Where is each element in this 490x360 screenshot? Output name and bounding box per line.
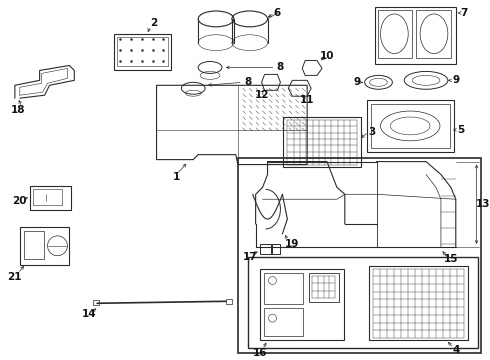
Bar (367, 100, 454, 152)
Bar (117, 37, 169, 67)
Bar (248, 257, 478, 348)
Text: 17: 17 (243, 252, 257, 262)
Text: 18: 18 (11, 105, 25, 115)
Bar (20, 227, 70, 265)
Text: 11: 11 (300, 95, 315, 105)
Text: 5: 5 (457, 125, 465, 135)
Text: 2: 2 (150, 18, 157, 28)
Bar (309, 273, 339, 302)
Bar (260, 269, 344, 340)
Text: 13: 13 (476, 199, 490, 209)
Bar (30, 186, 72, 210)
Text: 8: 8 (244, 77, 251, 87)
Text: 10: 10 (320, 50, 334, 60)
Text: 19: 19 (285, 239, 299, 249)
Text: 3: 3 (368, 127, 375, 137)
Bar (377, 10, 412, 58)
Bar (283, 117, 361, 167)
Text: 4: 4 (452, 345, 460, 355)
Bar (264, 273, 303, 304)
Bar (368, 266, 467, 340)
Bar (374, 7, 456, 64)
Text: 12: 12 (254, 90, 269, 100)
Bar (264, 308, 303, 336)
Bar (272, 244, 280, 254)
Text: 1: 1 (173, 172, 180, 183)
Text: 21: 21 (8, 271, 22, 282)
Bar (370, 104, 450, 148)
Text: 15: 15 (443, 254, 458, 264)
Text: 14: 14 (82, 309, 97, 319)
Bar (33, 189, 62, 205)
Text: 16: 16 (252, 348, 267, 358)
Text: 7: 7 (460, 8, 467, 18)
Bar (226, 299, 232, 304)
Bar (114, 34, 172, 71)
Text: 9: 9 (353, 77, 360, 87)
Bar (260, 244, 271, 254)
Bar (24, 231, 44, 259)
Text: 9: 9 (452, 75, 459, 85)
Text: 8: 8 (277, 62, 284, 72)
Text: 6: 6 (274, 8, 281, 18)
Text: 20: 20 (13, 196, 27, 206)
Bar (238, 158, 481, 353)
Bar (93, 300, 99, 305)
Bar (416, 10, 451, 58)
